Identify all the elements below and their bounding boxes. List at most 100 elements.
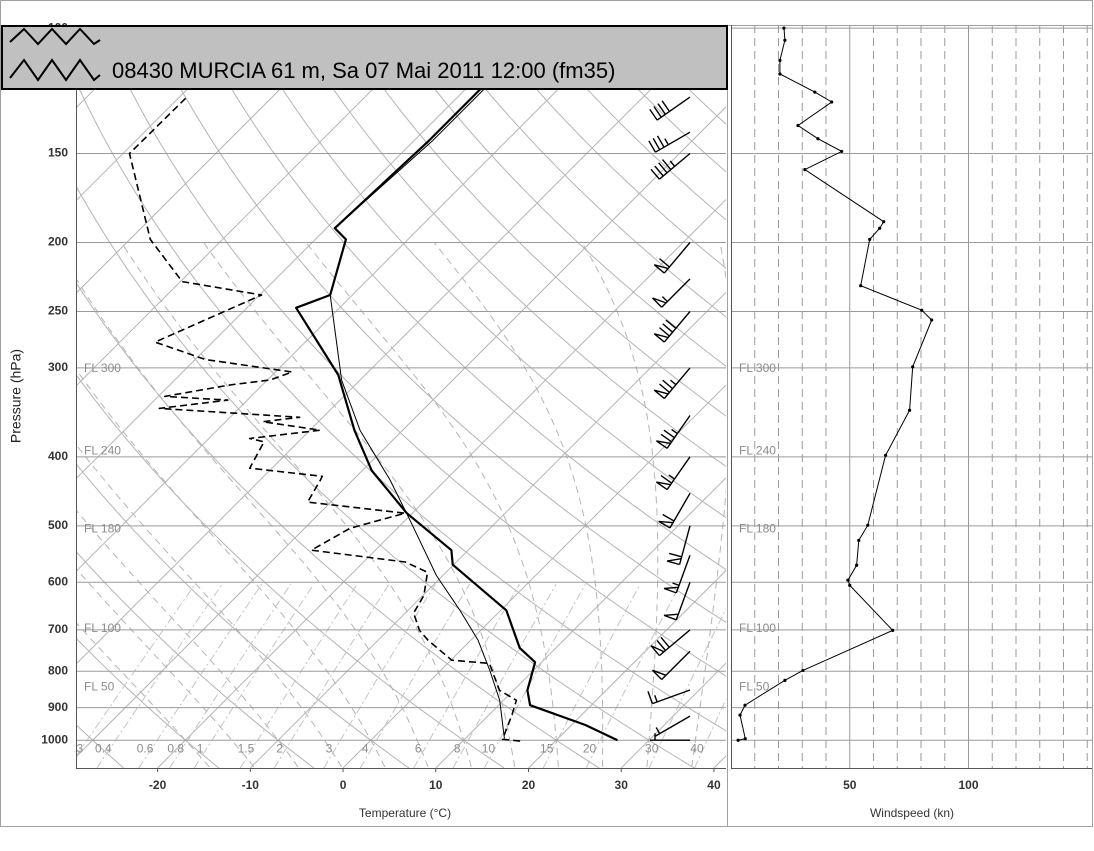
profile-line [329, 27, 544, 739]
wind-barb [647, 689, 691, 705]
mixing-ratio-label: 30 [645, 742, 659, 756]
wind-point [813, 90, 817, 94]
mixing-ratio-line [648, 607, 726, 768]
isotherm [76, 25, 531, 480]
x-tick-label: 10 [429, 778, 443, 792]
x-tick-label: 30 [615, 778, 629, 792]
mixing-ratio-label: 0.6 [137, 742, 154, 756]
dry-adiabat [76, 373, 505, 768]
moist-adiabat [581, 242, 659, 767]
mixing-ratio-label: 15 [540, 742, 554, 756]
dry-adiabat [482, 25, 726, 269]
mixing-ratio-line [585, 584, 681, 768]
x-tick-label: -10 [242, 778, 260, 792]
wind-point [884, 453, 888, 457]
wind-barb [653, 367, 691, 400]
mixing-ratio-line [323, 584, 436, 768]
mixing-ratio-label: 1 [197, 742, 204, 756]
isotherm [435, 477, 726, 768]
frame [0, 0, 1093, 827]
wind-barb [652, 278, 691, 308]
wind-point [848, 583, 852, 587]
wind-point [930, 318, 934, 322]
dry-adiabat [76, 184, 695, 768]
title-box: 08430 MURCIA 61 m, Sa 07 Mai 2011 12:00 … [1, 25, 728, 90]
mixing-ratio-line [169, 584, 292, 768]
wind-point [882, 220, 886, 224]
y-tick-label: 1000 [41, 732, 68, 746]
y-tick-label: 800 [48, 663, 68, 677]
y-tick-label: 250 [48, 304, 68, 318]
dry-adiabat [530, 25, 726, 221]
isotherm [76, 25, 438, 387]
mixing-ratio-line [452, 584, 557, 768]
mixing-ratio-label: 0.8 [167, 742, 184, 756]
y-tick-label: 400 [48, 449, 68, 463]
mixing-ratio-label: 4 [362, 742, 369, 756]
title-icon [9, 58, 101, 82]
dry-adiabat [290, 25, 726, 468]
wind-point [782, 26, 786, 30]
wind-point [866, 523, 870, 527]
y-tick-label: 150 [48, 146, 68, 160]
mixing-ratio-label: 1.5 [238, 742, 255, 756]
mixing-ratio-line [413, 584, 520, 768]
wind-barb [655, 715, 691, 737]
wind-barb [650, 152, 691, 180]
mixing-ratio-label: 3 [326, 742, 333, 756]
moist-adiabat [76, 621, 210, 768]
mixing-ratio-line [483, 584, 586, 768]
dry-adiabat [195, 25, 726, 571]
isotherm [76, 25, 345, 294]
mixing-ratio-line [96, 584, 223, 768]
y-tick-label: 300 [48, 360, 68, 374]
wind-barb [648, 131, 691, 153]
wind-point [803, 167, 807, 172]
dry-adiabat [577, 25, 726, 173]
moist-adiabat [305, 242, 559, 767]
wind-point [783, 38, 787, 42]
moist-adiabat [76, 277, 429, 768]
wind-barb [653, 311, 691, 343]
moist-adiabat [76, 567, 255, 768]
wind-point [796, 123, 800, 128]
isotherm [249, 291, 726, 768]
wind-barb [653, 242, 691, 274]
mixing-ratio-line [239, 584, 358, 768]
dry-adiabat [76, 550, 315, 768]
x-axis-title: Temperature (°C) [359, 806, 451, 820]
skewt-plot: 0.3 0.4 0.6 0.8 1 1.5 2 3 4 6 8 10 15 20 30 40 FL 300 FL … [76, 25, 726, 768]
wind-point [868, 237, 872, 241]
dry-adiabat [242, 25, 726, 519]
wind-point [816, 137, 820, 141]
wind-point [830, 100, 834, 104]
dry-adiabat [434, 25, 726, 318]
wind-point [878, 226, 882, 230]
flight-level-label: FL 50 [84, 680, 115, 694]
wind-point [908, 408, 912, 412]
mixing-ratio-label: 6 [415, 742, 422, 756]
isotherm [76, 106, 726, 758]
isotherm [342, 384, 726, 768]
dry-adiabat [338, 25, 726, 417]
flight-level-label: FL 100 [739, 621, 776, 635]
y-tick-label: 700 [48, 622, 68, 636]
flight-level-label: FL 180 [739, 522, 776, 536]
wind-barb [663, 555, 691, 594]
moist-adiabat [433, 242, 604, 767]
wind-point [857, 538, 861, 542]
mixing-ratio-line [542, 584, 641, 768]
axes: Temperature (°C) Windspeed (kn) Pressure… [8, 20, 1093, 826]
wind-barb [650, 629, 691, 657]
flight-level-label: FL 240 [84, 444, 121, 458]
mixing-ratio-label: 0.4 [95, 742, 112, 756]
mixing-ratio-label: 40 [690, 742, 704, 756]
moist-adiabat [120, 242, 472, 768]
wind-barb [658, 492, 691, 529]
x-tick-label: 20 [522, 778, 536, 792]
isotherm [76, 25, 252, 202]
wind-point [846, 578, 850, 582]
wind-point [855, 563, 859, 567]
mixing-ratio-line [359, 584, 470, 768]
wind-point [738, 713, 742, 717]
